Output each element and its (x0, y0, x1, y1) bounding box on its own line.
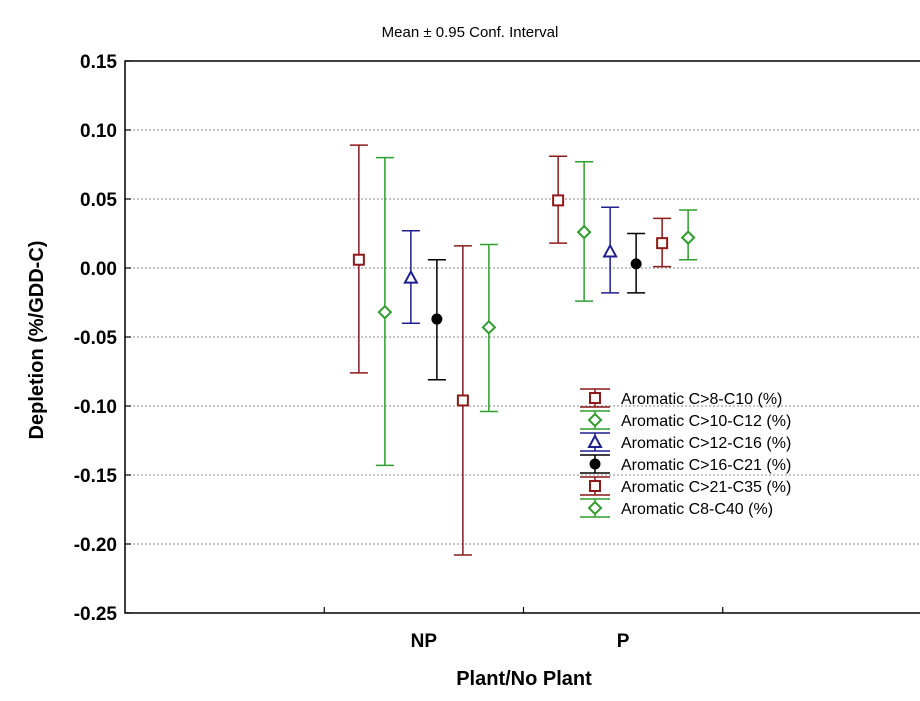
data-point (479, 243, 498, 413)
legend-item: Aromatic C8-C40 (%) (580, 498, 773, 518)
legend-label: Aromatic C>21-C35 (%) (621, 479, 791, 496)
y-tick-label: 0.05 (80, 190, 117, 211)
y-tick-label: 0.00 (80, 259, 117, 280)
data-point (601, 206, 620, 294)
data-point (575, 160, 594, 302)
y-axis-ticks: 0.15 0.10 0.05 0.00 -0.05 -0.10 -0.15 -0.20 -0.2… (74, 52, 131, 625)
data-point (653, 217, 672, 268)
marker-circle (630, 258, 642, 270)
y-tick-label: 0.15 (80, 52, 117, 73)
legend: Aromatic C>8-C10 (%) Aromatic C>10-C12 (%… (580, 388, 791, 518)
x-tick-label: P (617, 631, 630, 652)
data-point (401, 229, 420, 324)
marker-square (352, 253, 365, 266)
y-axis-label: Depletion (%/GDD-C) (26, 241, 48, 440)
marker-triangle (602, 243, 618, 258)
gridlines (125, 129, 920, 545)
legend-label: Aromatic C>16-C21 (%) (621, 457, 791, 474)
y-tick-label: -0.10 (74, 397, 117, 418)
marker-circle (431, 313, 443, 325)
marker-diamond (377, 304, 393, 320)
data-point (427, 258, 446, 381)
y-tick-label: -0.15 (74, 466, 118, 487)
legend-label: Aromatic C>10-C12 (%) (621, 413, 791, 430)
marker-diamond (576, 224, 592, 240)
marker-diamond (587, 412, 603, 428)
legend-item: Aromatic C>10-C12 (%) (580, 410, 791, 430)
marker-square (656, 237, 669, 250)
legend-item: Aromatic C>21-C35 (%) (580, 476, 791, 496)
series-marks (349, 144, 698, 556)
y-tick-label: -0.25 (74, 604, 118, 625)
y-tick-label: 0.10 (80, 121, 117, 142)
legend-item: Aromatic C>12-C16 (%) (580, 432, 791, 452)
marker-square (456, 394, 469, 407)
marker-triangle (587, 433, 603, 448)
legend-item: Aromatic C>8-C10 (%) (580, 388, 782, 408)
marker-circle (589, 458, 601, 470)
legend-label: Aromatic C>12-C16 (%) (621, 435, 791, 452)
x-axis-label: Plant/No Plant (456, 668, 592, 690)
marker-square (589, 392, 601, 404)
data-point (453, 245, 472, 556)
data-point (375, 156, 394, 467)
marker-square (589, 480, 601, 492)
y-tick-label: -0.20 (74, 535, 117, 556)
marker-diamond (680, 230, 696, 246)
x-tick-label: NP (411, 631, 438, 652)
legend-item: Aromatic C>16-C21 (%) (580, 454, 791, 474)
marker-triangle (403, 269, 419, 284)
data-point (549, 155, 568, 244)
marker-diamond (587, 500, 603, 516)
data-point (349, 144, 368, 374)
chart-title: Mean ± 0.95 Conf. Interval (382, 24, 559, 41)
legend-label: Aromatic C>8-C10 (%) (621, 391, 782, 408)
y-tick-label: -0.05 (74, 328, 118, 349)
data-point (627, 232, 646, 294)
marker-square (552, 194, 565, 207)
legend-label: Aromatic C8-C40 (%) (621, 501, 773, 518)
marker-diamond (481, 319, 497, 335)
x-axis-ticks: NP P (323, 607, 724, 652)
data-point (679, 209, 698, 261)
